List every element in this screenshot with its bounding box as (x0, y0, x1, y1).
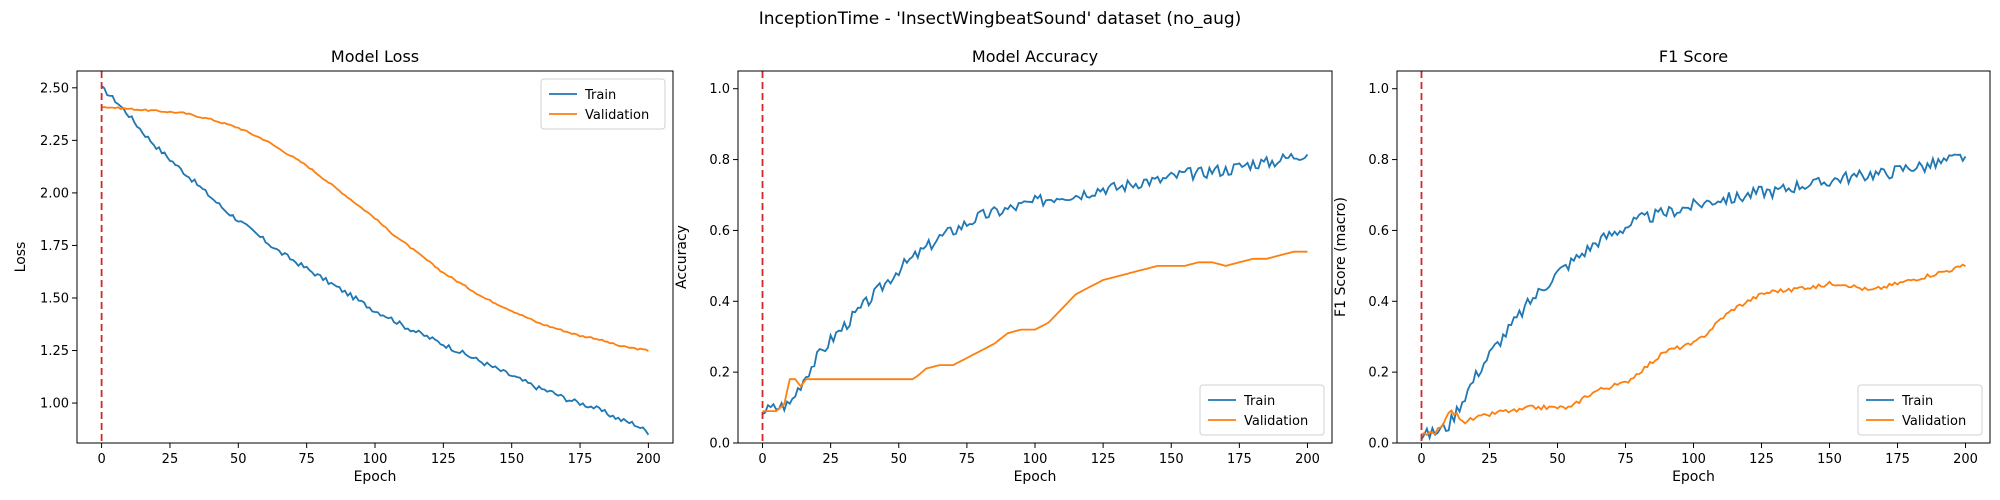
legend-label-train: Train (584, 88, 616, 103)
legend-label-train: Train (1901, 394, 1933, 409)
x-axis-label: Epoch (354, 469, 397, 485)
series-line-validation (1421, 263, 1966, 437)
x-axis-label: Epoch (1014, 469, 1057, 485)
x-tick-label: 150 (1159, 452, 1184, 467)
y-axis-label: Accuracy (674, 225, 690, 289)
axes-frame (1396, 70, 1991, 444)
x-tick-label: 175 (568, 452, 593, 467)
y-tick-label: 0.4 (709, 295, 730, 310)
y-axis-label: F1 Score (macro) (1333, 197, 1349, 317)
x-tick-label: 50 (890, 452, 907, 467)
y-tick-label: 0.4 (1368, 295, 1389, 310)
y-tick-label: 0.8 (1368, 153, 1389, 168)
x-tick-label: 75 (1617, 452, 1634, 467)
x-tick-label: 0 (758, 452, 766, 467)
series-line-train (101, 85, 650, 436)
x-tick-label: 100 (1023, 452, 1048, 467)
y-tick-label: 2.00 (40, 186, 69, 201)
x-tick-label: 150 (499, 452, 524, 467)
legend-box (1199, 384, 1325, 436)
y-tick-label: 2.50 (40, 81, 69, 96)
series-line-train (1420, 153, 1967, 442)
x-tick-label: 200 (1295, 452, 1320, 467)
series-line-validation (101, 106, 649, 352)
y-tick-label: 1.25 (40, 344, 69, 359)
y-tick-label: 1.75 (40, 239, 69, 254)
y-tick-label: 0.6 (1368, 224, 1389, 239)
x-tick-label: 150 (1817, 452, 1842, 467)
x-tick-label: 100 (363, 452, 388, 467)
x-tick-label: 175 (1227, 452, 1252, 467)
x-tick-label: 125 (1749, 452, 1774, 467)
x-tick-label: 0 (97, 452, 105, 467)
axes-frame (76, 70, 674, 444)
x-tick-label: 125 (431, 452, 456, 467)
y-tick-label: 0.0 (1368, 437, 1389, 452)
y-tick-label: 0.2 (709, 366, 730, 381)
x-tick-label: 25 (822, 452, 839, 467)
legend-label-validation: Validation (1244, 414, 1308, 429)
chart-title: F1 Score (1659, 47, 1728, 66)
legend-box (1857, 384, 1983, 436)
x-tick-label: 200 (636, 452, 661, 467)
figure-suptitle: InceptionTime - 'InsectWingbeatSound' da… (759, 9, 1242, 29)
x-tick-label: 175 (1885, 452, 1910, 467)
y-tick-label: 0.8 (709, 153, 730, 168)
y-tick-label: 1.0 (709, 82, 730, 97)
axes-frame (737, 70, 1333, 444)
y-tick-label: 1.00 (40, 397, 69, 412)
chart-title: Model Accuracy (972, 47, 1098, 66)
x-tick-label: 50 (1549, 452, 1566, 467)
chart-title: Model Loss (331, 47, 419, 66)
y-tick-label: 1.50 (40, 291, 69, 306)
y-tick-label: 2.25 (40, 134, 69, 149)
legend-box (540, 78, 666, 130)
legend-label-validation: Validation (1902, 414, 1966, 429)
x-tick-label: 25 (1481, 452, 1498, 467)
x-tick-label: 75 (298, 452, 315, 467)
x-axis-label: Epoch (1672, 469, 1715, 485)
x-tick-label: 125 (1091, 452, 1116, 467)
y-tick-label: 0.0 (709, 437, 730, 452)
x-tick-label: 50 (230, 452, 247, 467)
x-tick-label: 75 (959, 452, 976, 467)
x-tick-label: 25 (162, 452, 179, 467)
legend-label-validation: Validation (585, 108, 649, 123)
x-tick-label: 0 (1417, 452, 1425, 467)
y-tick-label: 1.0 (1368, 82, 1389, 97)
x-tick-label: 200 (1953, 452, 1978, 467)
legend-label-train: Train (1243, 394, 1275, 409)
y-axis-label: Loss (13, 242, 29, 273)
series-line-validation (762, 250, 1308, 412)
series-line-train (762, 152, 1309, 416)
y-tick-label: 0.6 (709, 224, 730, 239)
y-tick-label: 0.2 (1368, 366, 1389, 381)
x-tick-label: 100 (1681, 452, 1706, 467)
